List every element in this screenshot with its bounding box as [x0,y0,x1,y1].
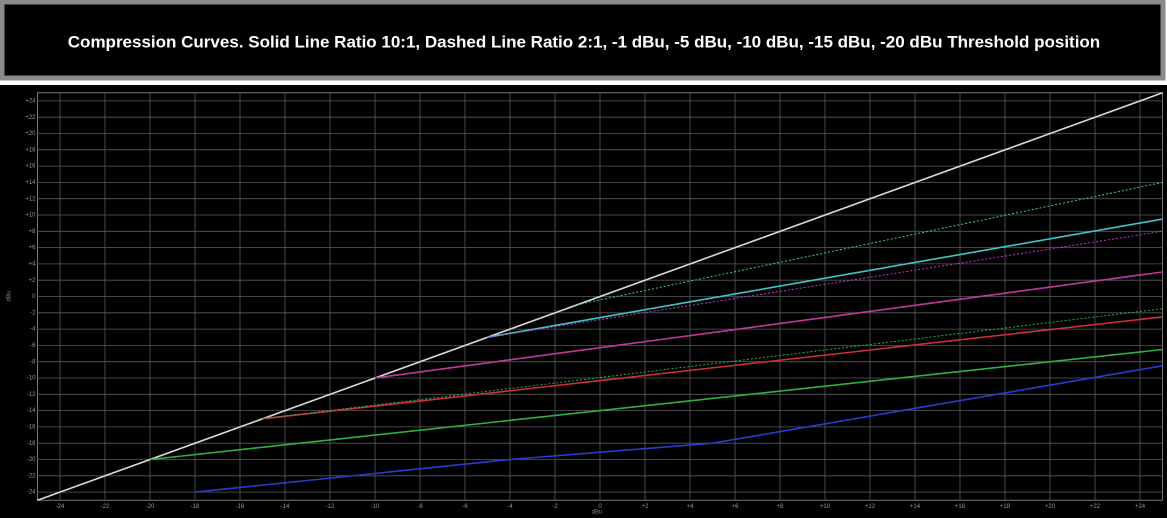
x-axis-label: dBu [592,510,603,516]
curve [149,348,1163,461]
chart-title: Compression Curves. Solid Line Ratio 10:… [68,32,1100,51]
y-tick-label: -16 [27,424,36,430]
curve [37,92,1163,502]
x-tick-label: +8 [777,504,785,510]
x-tick-label: +22 [1090,504,1101,510]
x-tick-label: -10 [371,504,380,510]
x-tick-label: -6 [462,504,468,510]
x-tick-label: +10 [820,504,831,510]
y-tick-label: -24 [27,490,36,496]
y-tick-label: +8 [29,229,37,235]
curve [262,308,1163,420]
y-tick-label: +18 [25,147,36,153]
x-tick-label: +20 [1045,504,1056,510]
y-tick-label: +22 [25,115,36,121]
y-tick-label: +20 [25,131,36,137]
y-tick-label: +2 [29,278,37,284]
y-tick-label: -22 [27,473,36,479]
y-tick-label: +14 [25,180,36,186]
curve [194,365,1163,493]
x-tick-label: -16 [236,504,245,510]
y-axis-label: dBu [7,291,13,302]
curve [374,271,1163,379]
x-tick-label: +16 [955,504,966,510]
y-tick-label: -14 [27,408,36,414]
y-tick-label: +4 [29,261,37,267]
y-tick-label: +12 [25,196,36,202]
x-tick-label: +4 [687,504,695,510]
y-tick-label: +10 [25,213,36,219]
x-tick-label: +24 [1135,504,1146,510]
curve [487,218,1163,339]
y-tick-label: 0 [32,294,36,300]
y-tick-label: -12 [27,392,36,398]
x-tick-label: -18 [191,504,200,510]
x-tick-label: -12 [326,504,335,510]
y-tick-label: +6 [29,245,37,251]
x-tick-label: -14 [281,504,290,510]
curve [262,316,1163,420]
x-tick-label: -24 [56,504,65,510]
y-tick-label: -6 [30,343,36,349]
x-tick-label: +6 [732,504,740,510]
y-tick-label: -20 [27,457,36,463]
y-tick-label: -8 [30,359,36,365]
x-tick-label: -4 [507,504,513,510]
curve [487,230,1163,338]
title-box [0,0,1166,81]
y-tick-label: -10 [27,376,36,382]
y-tick-label: +16 [25,164,36,170]
y-tick-label: -18 [27,441,36,447]
y-tick-label: -4 [30,327,36,333]
x-tick-label: -20 [146,504,155,510]
y-tick-label: +24 [25,98,36,104]
x-tick-label: -2 [552,504,558,510]
x-tick-label: +12 [865,504,876,510]
x-tick-label: +18 [1000,504,1011,510]
y-tick-label: -2 [30,310,36,316]
plot-background [0,85,1167,518]
x-tick-label: +14 [910,504,921,510]
x-tick-label: 0 [598,504,602,510]
x-tick-label: -22 [101,504,110,510]
x-tick-label: +2 [642,504,650,510]
x-tick-label: -8 [417,504,423,510]
